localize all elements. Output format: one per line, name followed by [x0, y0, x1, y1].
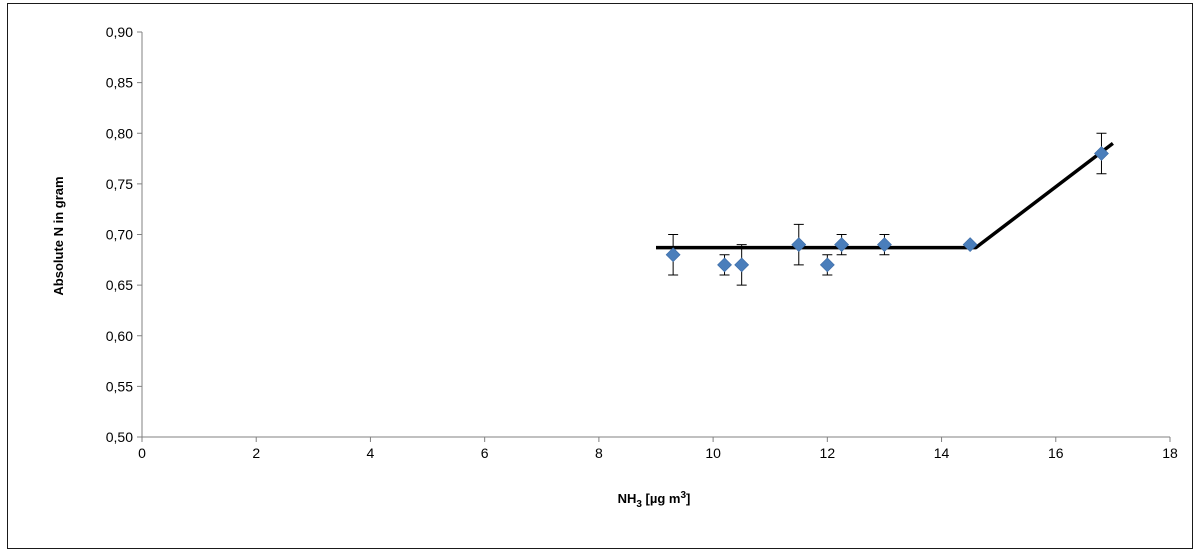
y-tick-label: 0,55 [106, 378, 133, 394]
x-tick-label: 10 [705, 445, 721, 461]
data-point [834, 237, 850, 253]
x-tick-label: 0 [138, 445, 146, 461]
x-tick-label: 14 [934, 445, 950, 461]
data-point [962, 237, 978, 253]
y-tick-label: 0,90 [106, 24, 133, 40]
y-axis-title: Absolute N in gram [51, 176, 66, 295]
x-title-unit-close: ] [686, 491, 690, 506]
data-point [791, 237, 807, 253]
data-points [665, 146, 1109, 273]
chart-frame [7, 3, 1193, 549]
y-tick-label: 0,60 [106, 328, 133, 344]
x-title-subscript: 3 [636, 499, 642, 510]
x-title-base: NH [618, 491, 637, 506]
fit-line-group [656, 141, 1114, 250]
x-tick-label: 4 [367, 445, 375, 461]
y-tick-label: 0,80 [106, 125, 133, 141]
data-point [717, 257, 732, 273]
data-point [665, 247, 681, 263]
x-tick-label: 2 [252, 445, 260, 461]
axes [141, 32, 1170, 438]
y-tick-label: 0,70 [106, 227, 133, 243]
y-tick-label: 0,85 [106, 75, 133, 91]
data-point [877, 237, 892, 253]
x-tick-label: 18 [1162, 445, 1178, 461]
x-tick-label: 8 [595, 445, 603, 461]
x-title-unit-open: [µg m [642, 491, 681, 506]
x-title-superscript: 3 [680, 490, 686, 501]
error-bars [668, 132, 1107, 286]
y-tick-label: 0,50 [106, 429, 133, 445]
y-tick-label: 0,65 [106, 277, 133, 293]
y-axis-ticks: 0,50 0,55 0,60 0,65 0,70 0,75 0,80 0,85 0,90 [106, 24, 142, 445]
x-tick-label: 16 [1048, 445, 1064, 461]
x-axis-title: NH3 [µg m3] [618, 490, 691, 510]
data-point [819, 257, 835, 273]
x-tick-label: 6 [481, 445, 489, 461]
x-axis-ticks: 0 2 4 6 8 10 12 14 16 18 [138, 437, 1178, 461]
y-tick-label: 0,75 [106, 176, 133, 192]
data-point [1094, 146, 1109, 161]
x-tick-label: 12 [820, 445, 836, 461]
data-point [734, 257, 750, 273]
fit-line [656, 141, 1114, 250]
